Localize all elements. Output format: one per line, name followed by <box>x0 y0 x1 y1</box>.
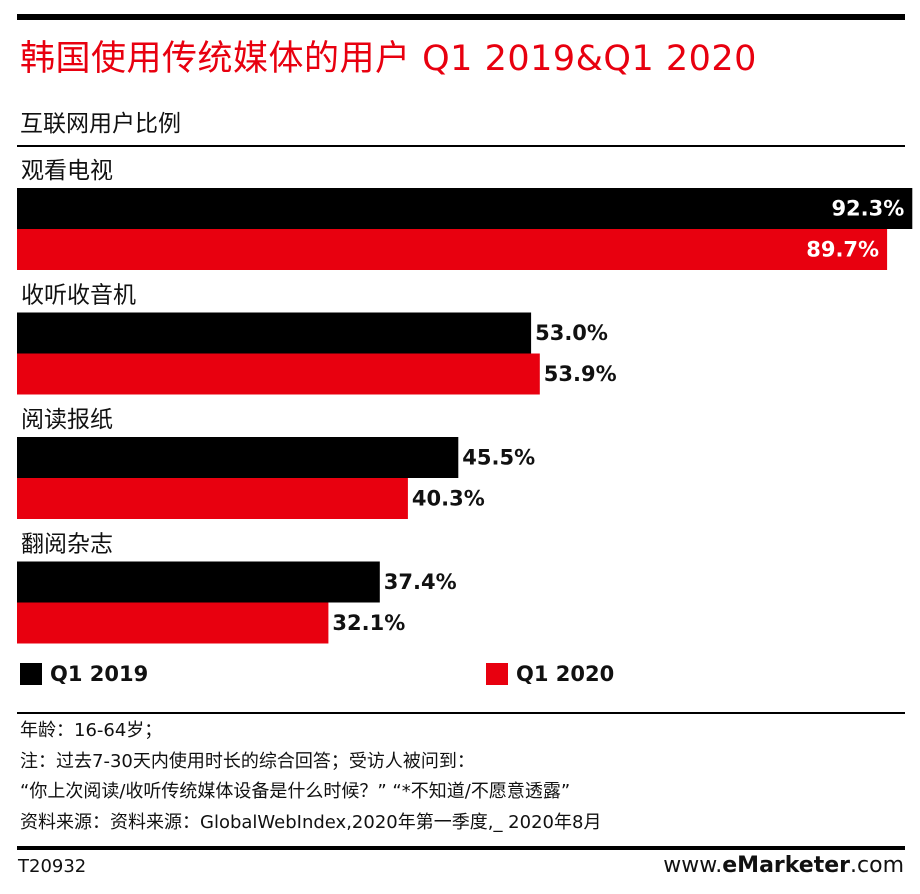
bar-q1-2020 <box>17 353 540 395</box>
note-age: 年龄：16-64岁； <box>20 720 163 741</box>
bar-q1-2019 <box>17 312 532 354</box>
data-label: 89.7% <box>806 238 879 262</box>
bar-q1-2019 <box>17 437 459 478</box>
category-label: 翻阅杂志 <box>21 532 113 558</box>
bottom-rule <box>17 846 905 850</box>
data-label: 37.4% <box>384 570 457 594</box>
chart-code: T20932 <box>18 856 87 877</box>
bar-q1-2019 <box>17 188 913 229</box>
brand-suffix: .com <box>850 853 904 878</box>
legend-label-q1-2020: Q1 2020 <box>516 662 615 686</box>
data-label: 32.1% <box>332 611 405 635</box>
brand-e: e <box>722 853 738 878</box>
top-rule <box>17 14 905 20</box>
category-label: 观看电视 <box>21 158 113 184</box>
legend-item-q1-2020: Q1 2020 <box>486 662 614 686</box>
legend-item-q1-2019: Q1 2019 <box>20 662 148 686</box>
brand-prefix: www. <box>663 853 723 878</box>
data-label: 40.3% <box>412 487 485 511</box>
bar-q1-2020 <box>17 478 408 519</box>
brand-name: Marketer <box>737 853 851 878</box>
note-question: “你上次阅读/收听传统媒体设备是什么时候？” “*不知道/不愿意透露” <box>20 781 571 802</box>
category-label: 收听收音机 <box>21 283 136 309</box>
bar-q1-2019 <box>17 561 380 603</box>
bar-q1-2020 <box>17 229 888 270</box>
chart-subtitle: 互联网用户比例 <box>20 111 181 137</box>
bar-chart: 观看电视 92.3% 89.7% 收听收音机 53.0% 53.9% 阅读报纸 45.5% 40… <box>17 158 913 644</box>
notes-rule <box>17 712 905 714</box>
legend-swatch-q1-2019 <box>20 663 42 685</box>
subtitle-rule <box>17 145 905 147</box>
category-label: 阅读报纸 <box>21 407 113 433</box>
data-label: 53.0% <box>535 321 608 345</box>
note-methodology: 注：过去7-30天内使用时长的综合回答；受访人被问到： <box>20 750 475 772</box>
legend-label-q1-2019: Q1 2019 <box>50 662 149 686</box>
legend-swatch-q1-2020 <box>486 663 508 685</box>
brand-logo: www.eMarketer.com <box>663 853 904 878</box>
data-label: 92.3% <box>831 197 904 221</box>
data-label: 45.5% <box>462 446 535 470</box>
notes: 年龄：16-64岁； 注：过去7-30天内使用时长的综合回答；受访人被问到： “… <box>20 716 601 838</box>
data-label: 53.9% <box>544 362 617 386</box>
note-source: 资料来源：资料来源：GlobalWebIndex,2020年第一季度,_ 202… <box>20 811 602 833</box>
bar-q1-2020 <box>17 602 329 644</box>
chart-title: 韩国使用传统媒体的用户 Q1 2019&Q1 2020 <box>20 39 757 79</box>
